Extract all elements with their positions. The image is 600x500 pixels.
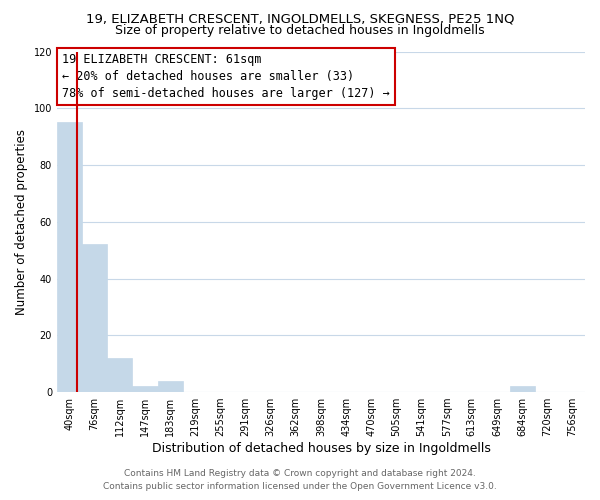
- Bar: [57, 122, 82, 392]
- Bar: [509, 386, 535, 392]
- Text: Size of property relative to detached houses in Ingoldmells: Size of property relative to detached ho…: [115, 24, 485, 37]
- Bar: [82, 244, 107, 392]
- Text: 19, ELIZABETH CRESCENT, INGOLDMELLS, SKEGNESS, PE25 1NQ: 19, ELIZABETH CRESCENT, INGOLDMELLS, SKE…: [86, 12, 514, 26]
- Bar: [133, 386, 158, 392]
- Bar: [107, 358, 133, 392]
- Text: Contains HM Land Registry data © Crown copyright and database right 2024.
Contai: Contains HM Land Registry data © Crown c…: [103, 470, 497, 491]
- Y-axis label: Number of detached properties: Number of detached properties: [15, 129, 28, 315]
- X-axis label: Distribution of detached houses by size in Ingoldmells: Distribution of detached houses by size …: [152, 442, 490, 455]
- Bar: [158, 380, 182, 392]
- Text: 19 ELIZABETH CRESCENT: 61sqm
← 20% of detached houses are smaller (33)
78% of se: 19 ELIZABETH CRESCENT: 61sqm ← 20% of de…: [62, 53, 390, 100]
